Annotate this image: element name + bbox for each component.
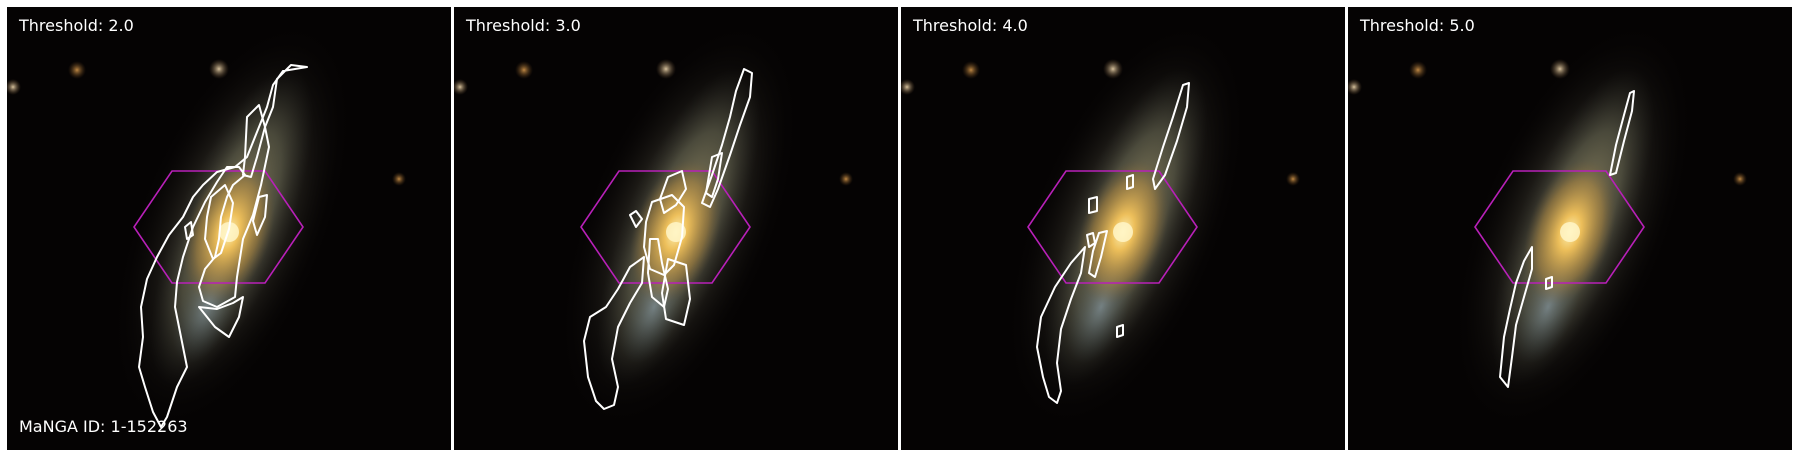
galaxy-image	[901, 7, 1301, 450]
threshold-label: Threshold: 5.0	[1360, 16, 1475, 35]
galaxy-image	[1348, 7, 1748, 450]
image-panel-threshold-4: Threshold: 4.0	[901, 7, 1345, 450]
galaxy-image	[454, 7, 854, 450]
image-panel-threshold-2: Threshold: 2.0 MaNGA ID: 1-152263	[7, 7, 451, 450]
threshold-label: Threshold: 3.0	[466, 16, 581, 35]
contour-lines	[1499, 90, 1635, 388]
contour-lines	[583, 68, 753, 410]
manga-id-label: MaNGA ID: 1-152263	[19, 417, 188, 436]
contour-lines	[1036, 82, 1190, 404]
contour-lines	[138, 64, 308, 428]
image-panel-threshold-3: Threshold: 3.0	[454, 7, 898, 450]
threshold-label: Threshold: 2.0	[19, 16, 134, 35]
threshold-label: Threshold: 4.0	[913, 16, 1028, 35]
image-panel-threshold-5: Threshold: 5.0	[1348, 7, 1792, 450]
galaxy-image	[7, 7, 407, 450]
